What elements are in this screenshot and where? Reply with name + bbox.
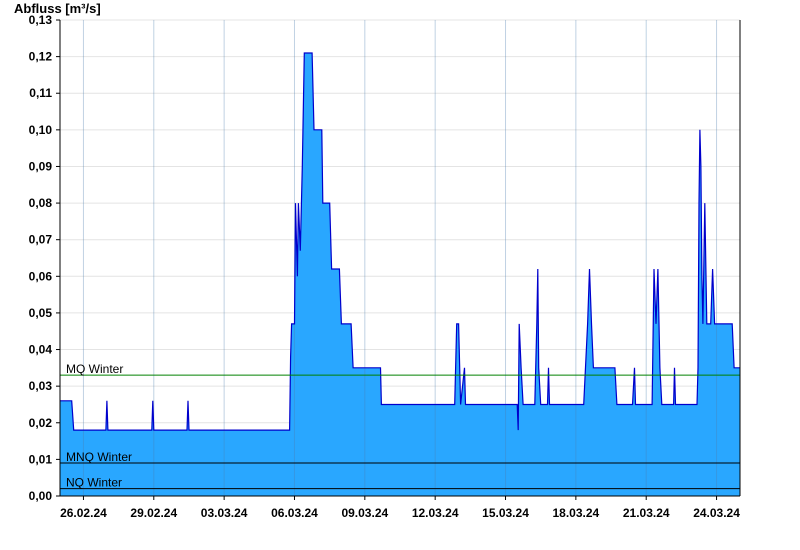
y-tick-label: 0,01: [29, 452, 53, 466]
y-tick-label: 0,09: [29, 159, 53, 173]
x-tick-label: 03.03.24: [201, 506, 248, 520]
x-tick-label: 09.03.24: [341, 506, 388, 520]
y-tick-label: 0,12: [29, 50, 53, 64]
y-tick-label: 0,13: [29, 13, 53, 27]
y-tick-label: 0,07: [29, 233, 53, 247]
reference-line-label: MNQ Winter: [66, 450, 132, 464]
y-tick-label: 0,11: [29, 86, 52, 100]
x-tick-label: 18.03.24: [553, 506, 600, 520]
y-tick-label: 0,08: [29, 196, 53, 210]
x-tick-label: 26.02.24: [60, 506, 107, 520]
y-axis-label: Abfluss [m³/s]: [14, 1, 101, 16]
discharge-area: [60, 53, 740, 496]
x-tick-label: 29.02.24: [130, 506, 177, 520]
y-tick-label: 0,00: [29, 489, 53, 503]
y-tick-label: 0,03: [29, 379, 53, 393]
y-tick-label: 0,04: [29, 343, 53, 357]
y-tick-label: 0,05: [29, 306, 53, 320]
x-tick-label: 15.03.24: [482, 506, 529, 520]
y-tick-label: 0,10: [29, 123, 53, 137]
y-tick-label: 0,06: [29, 269, 53, 283]
x-tick-label: 21.03.24: [623, 506, 670, 520]
reference-line-label: NQ Winter: [66, 476, 122, 490]
x-tick-label: 06.03.24: [271, 506, 318, 520]
reference-line-label: MQ Winter: [66, 362, 123, 376]
x-tick-label: 12.03.24: [412, 506, 459, 520]
y-tick-label: 0,02: [29, 416, 53, 430]
x-tick-label: 24.03.24: [693, 506, 740, 520]
discharge-line: [60, 52, 740, 431]
